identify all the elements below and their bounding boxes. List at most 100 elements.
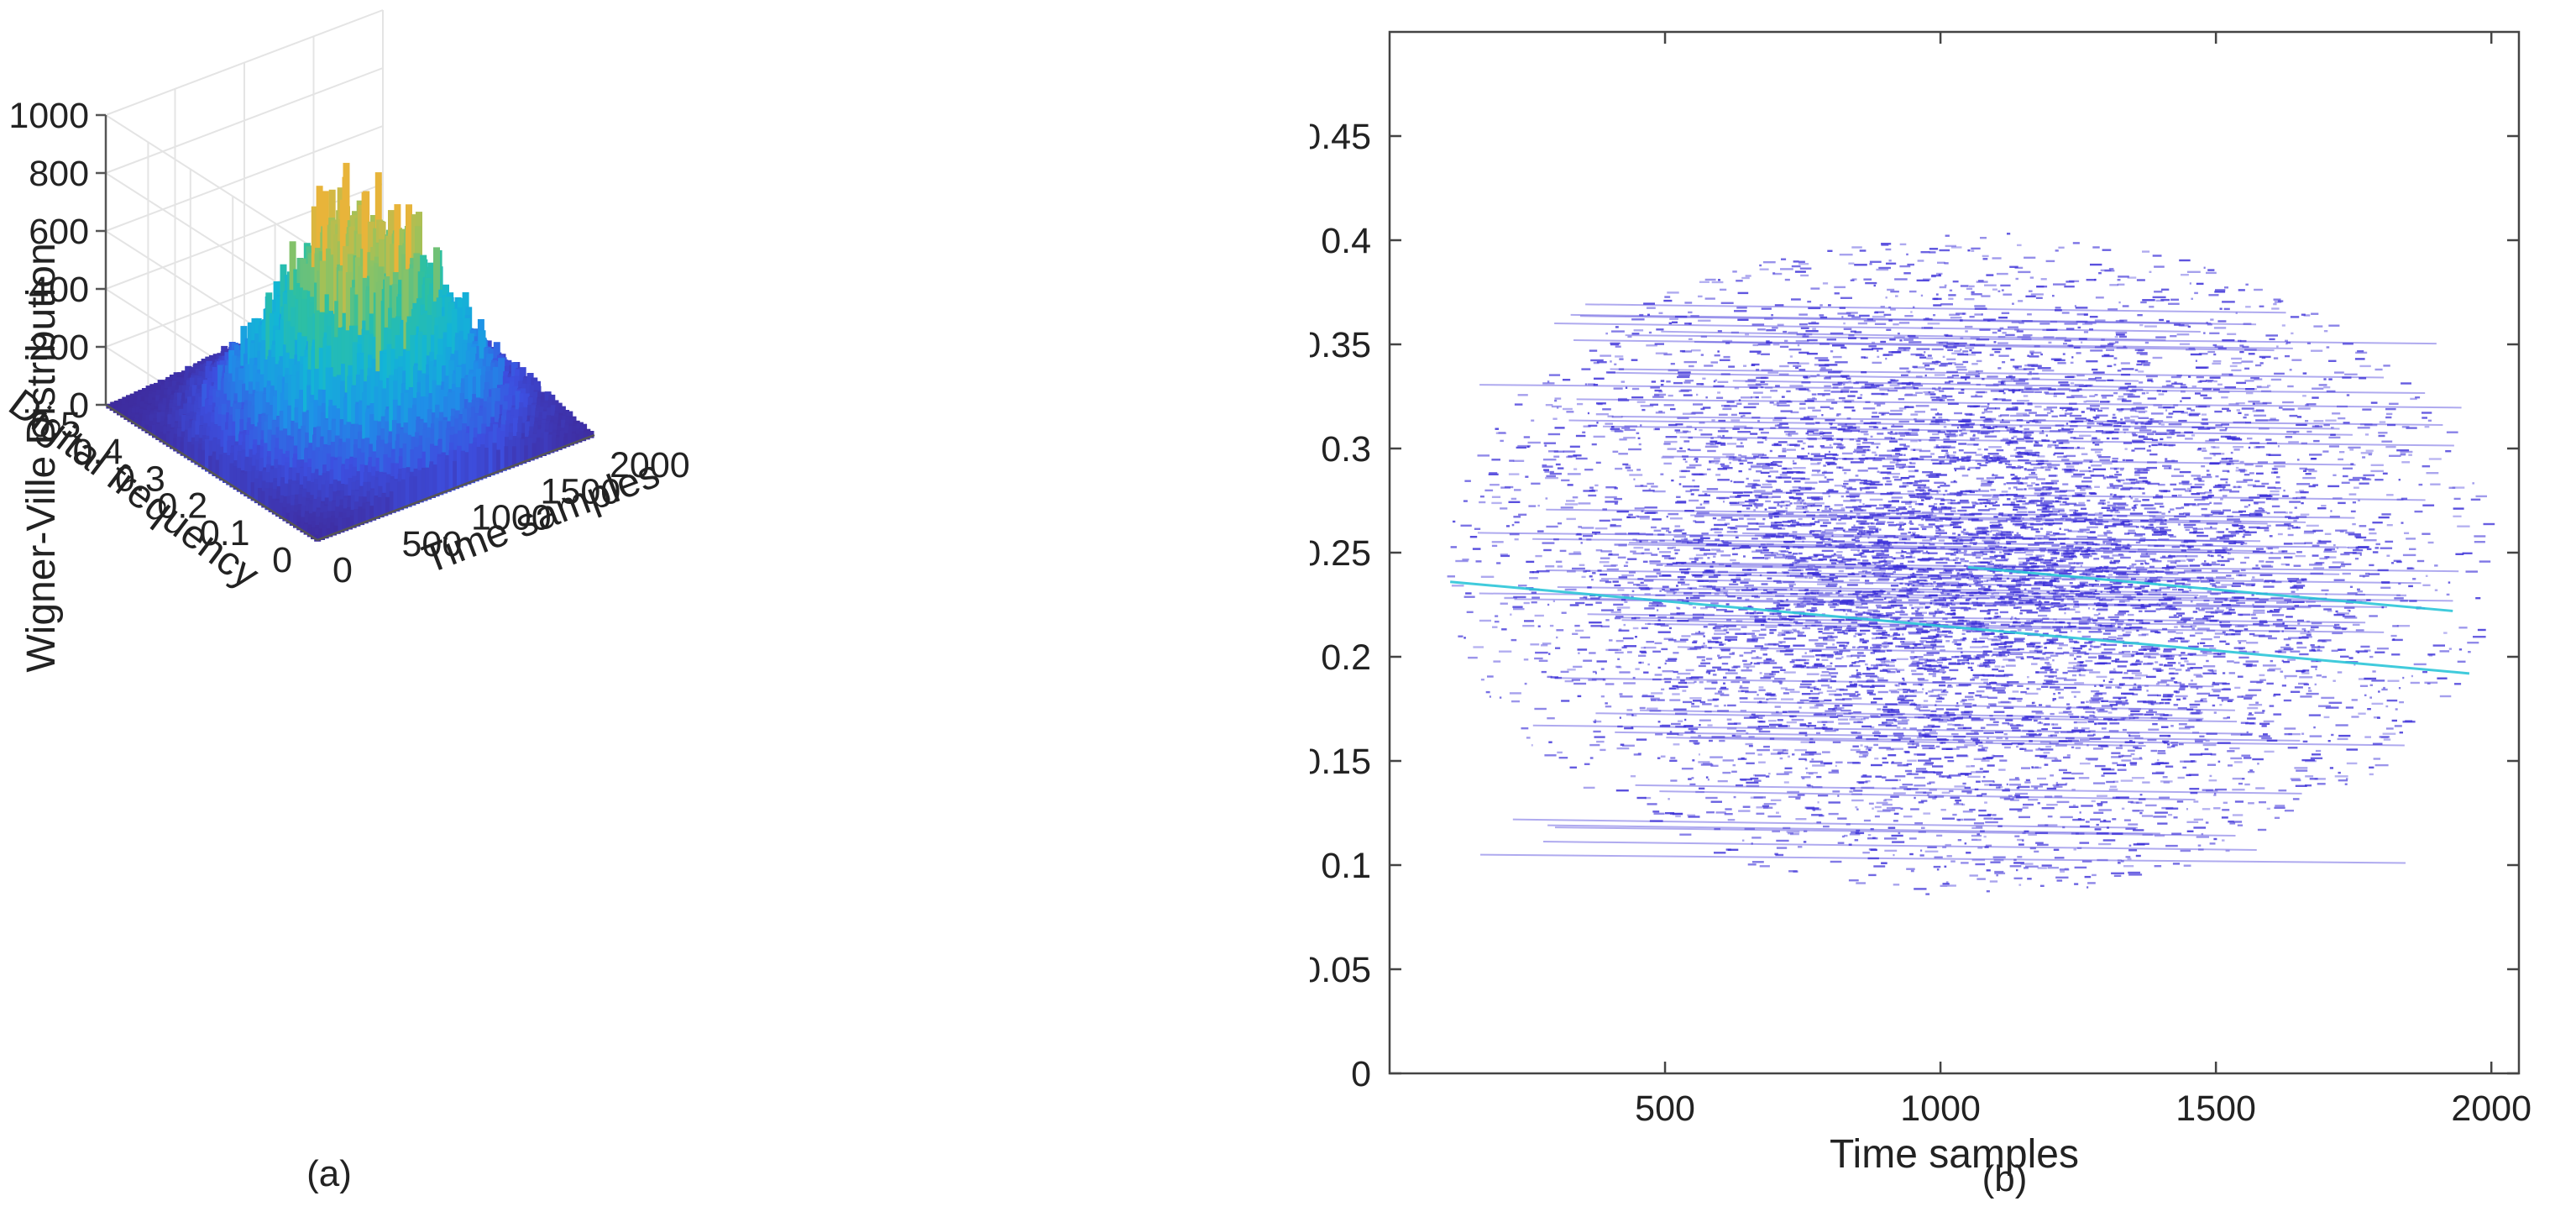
scatter-point [2176, 435, 2185, 437]
scatter-point [1877, 521, 1885, 522]
scatter-point [1860, 501, 1861, 502]
scatter-point [2155, 503, 2163, 505]
scatter-point [1782, 634, 1786, 636]
scatter-point [2223, 672, 2225, 674]
scatter-point [1877, 708, 1881, 710]
scatter-point [2196, 283, 2204, 285]
scatter-point [1783, 637, 1796, 639]
scatter-point [1668, 395, 1673, 396]
scatter-point [1800, 268, 1812, 270]
scatter-point [2196, 836, 2209, 837]
scatter-point [2275, 805, 2285, 806]
scatter-point [2055, 307, 2061, 308]
scatter-point [2334, 580, 2345, 581]
scatter-point [1554, 400, 1557, 401]
scatter-point [1809, 639, 1818, 641]
scatter-cloud [1448, 233, 2495, 895]
scatter-point [1757, 442, 1764, 443]
scatter-point [2080, 739, 2090, 741]
scatter-point [1481, 679, 1484, 680]
scatter-point [1661, 648, 1668, 650]
scatter-point [2071, 475, 2082, 477]
scatter-point [2038, 867, 2047, 868]
scatter-point [2116, 747, 2123, 748]
scatter-point [1836, 551, 1842, 553]
scatter-point [2054, 453, 2064, 454]
scatter-point [2285, 616, 2293, 617]
scatter-point [2234, 449, 2240, 450]
scatter-point [2024, 395, 2029, 396]
scatter-point [2338, 417, 2345, 419]
scatter-point [1929, 248, 1938, 249]
scatter-point [2351, 716, 2359, 717]
scatter-point [1851, 611, 1858, 612]
scatter-point [2123, 526, 2137, 527]
scatter-point [2079, 529, 2090, 531]
scatter-point [2254, 610, 2265, 611]
scatter-point [1708, 724, 1713, 726]
x-tick-label: 0 [332, 550, 353, 590]
scatter-point [2333, 475, 2336, 476]
scatter-point [1686, 669, 1694, 671]
scatter-point [2150, 418, 2153, 420]
scatter-point [2034, 406, 2041, 407]
scatter-point [1673, 382, 1683, 384]
scatter-point [1624, 601, 1627, 603]
scatter-point [2028, 511, 2035, 513]
scatter-point [2073, 606, 2080, 607]
scatter-point [1884, 314, 1892, 316]
scatter-point [2070, 582, 2073, 584]
scatter-point [2035, 842, 2044, 844]
scatter-point [2193, 611, 2197, 612]
scatter-point [2208, 294, 2218, 296]
scatter-point [1578, 648, 1588, 650]
scatter-point [2360, 646, 2369, 648]
scatter-point [1835, 361, 1847, 363]
scatter-point [2123, 729, 2127, 731]
scatter-point [1595, 527, 1608, 529]
scatter-point [2222, 839, 2225, 841]
scatter-point [2055, 877, 2068, 879]
scatter-point [2246, 392, 2254, 394]
scatter-point [2057, 879, 2063, 881]
scatter-point [1950, 610, 1956, 611]
scatter-point [2008, 487, 2011, 489]
scatter-point [2260, 574, 2273, 576]
scatter-point [2053, 693, 2055, 695]
scatter-point [2031, 588, 2040, 590]
scatter-point [2386, 727, 2394, 729]
scatter-point [1827, 250, 1832, 252]
scatter-point [2306, 473, 2312, 475]
scatter-point [2158, 750, 2165, 752]
scatter-point [2244, 534, 2252, 536]
scatter-point [1986, 274, 1993, 275]
scatter-point [2366, 450, 2374, 452]
scatter-point [1900, 607, 1907, 609]
scatter-point [1827, 479, 1834, 480]
scatter-point [1652, 518, 1662, 520]
scatter-point [1718, 468, 1727, 469]
scatter-point [2308, 690, 2312, 691]
scatter-point [2123, 428, 2128, 430]
scatter-point [2186, 555, 2198, 557]
scatter-point [1965, 326, 1972, 328]
scatter-point [1792, 478, 1805, 480]
scatter-point [1840, 644, 1845, 646]
scatter-point [1872, 808, 1874, 810]
scatter-point [2333, 561, 2344, 563]
scatter-point [2210, 318, 2213, 320]
scatter-point [2271, 307, 2279, 309]
scatter-point [1915, 610, 1919, 611]
scatter-point [2184, 524, 2196, 526]
scatter-point [2042, 864, 2052, 866]
scatter-point [2118, 611, 2129, 612]
scatter-point [2244, 506, 2249, 507]
scatter-point [1988, 446, 2002, 448]
scatter-point [2134, 501, 2141, 502]
scatter-point [2369, 528, 2374, 530]
scatter-point [2151, 412, 2164, 414]
scatter-point [2245, 306, 2251, 307]
scatter-point [1802, 778, 1804, 779]
scatter-point [2204, 616, 2214, 617]
